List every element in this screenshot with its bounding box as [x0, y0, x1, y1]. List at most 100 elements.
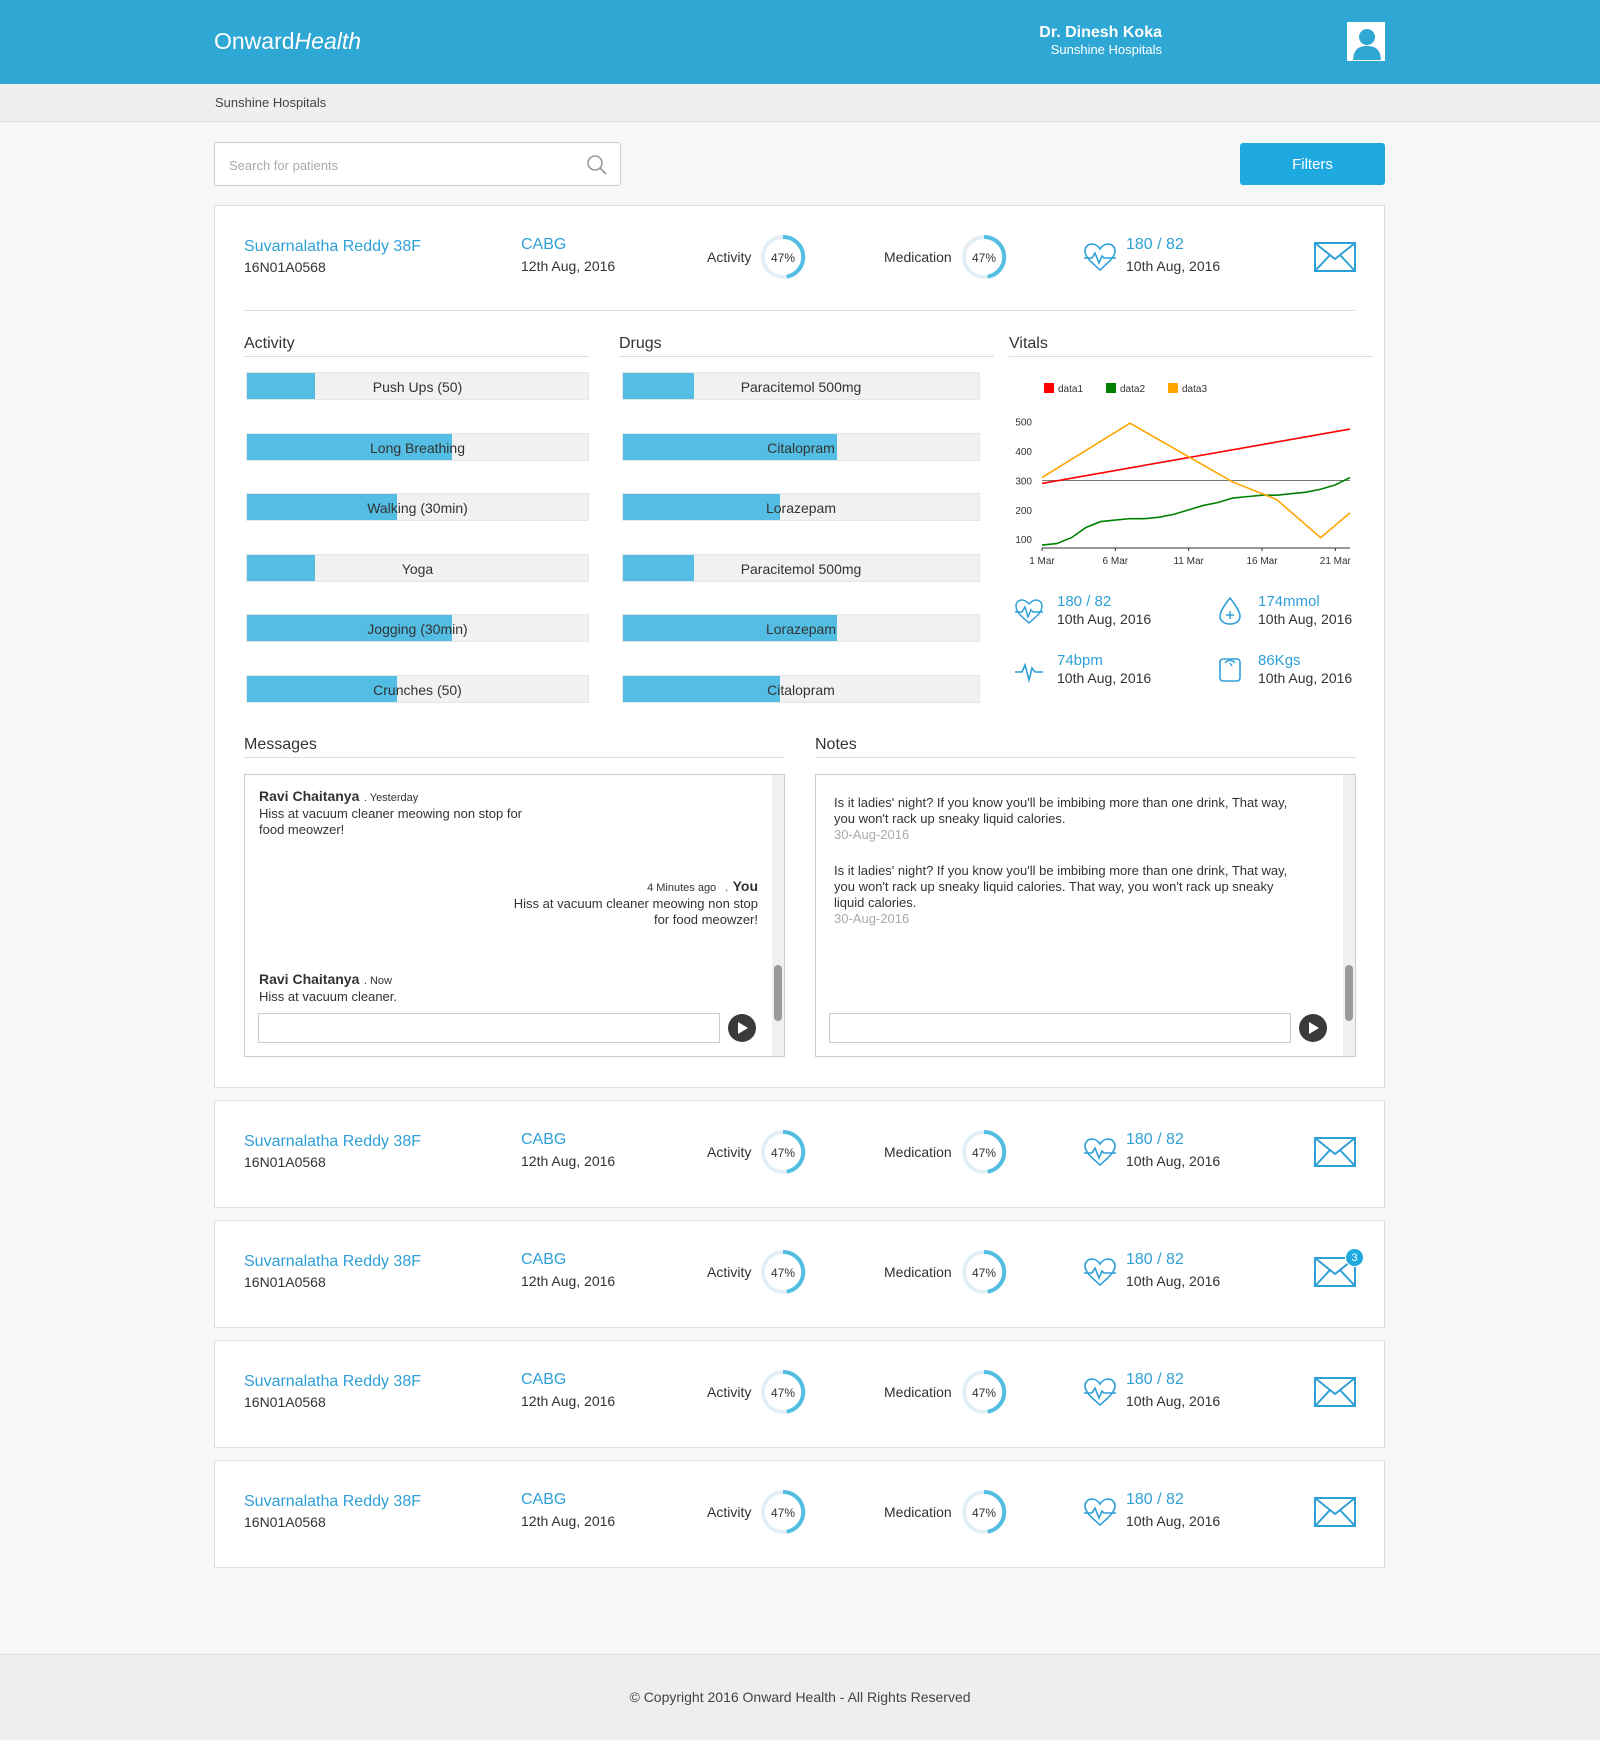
- activity-progress-bar[interactable]: Walking (30min): [246, 493, 589, 521]
- message-item: Ravi Chaitanya . Now Hiss at vacuum clea…: [259, 971, 559, 1005]
- legend-swatch: [1044, 383, 1054, 393]
- patient-row[interactable]: Suvarnalatha Reddy 38F 16N01A0568 CABG 1…: [215, 1221, 1386, 1325]
- drug-progress-bar[interactable]: Lorazepam: [622, 493, 980, 521]
- activity-progress-bar[interactable]: Long Breathing: [246, 432, 589, 461]
- mail-icon[interactable]: [1314, 1497, 1356, 1527]
- pulse-icon: [1015, 662, 1043, 684]
- copyright-text: © Copyright 2016 Onward Health - All Rig…: [629, 1689, 971, 1705]
- activity-progress-bar[interactable]: Jogging (30min): [246, 614, 589, 642]
- vitals-section-title: Vitals: [1009, 335, 1048, 352]
- activity-progress-fill: [247, 554, 315, 581]
- search-input[interactable]: [229, 155, 569, 175]
- scrollbar[interactable]: [1343, 775, 1355, 1056]
- procedure-name[interactable]: CABG: [521, 1251, 567, 1268]
- card-divider: [244, 310, 1355, 311]
- y-tick-label: 200: [1015, 506, 1032, 517]
- mail-icon[interactable]: [1314, 1137, 1356, 1167]
- breadcrumb[interactable]: Sunshine Hospitals: [215, 95, 327, 110]
- procedure-name[interactable]: CABG: [521, 1131, 567, 1148]
- activity-label: Crunches (50): [373, 681, 462, 698]
- activity-progress-bar[interactable]: Yoga: [246, 553, 589, 582]
- section-divider: [244, 757, 784, 758]
- section-divider: [815, 757, 1356, 758]
- mail-icon[interactable]: [1314, 242, 1356, 272]
- activity-progress-fill: [247, 615, 452, 641]
- scroll-thumb[interactable]: [1345, 965, 1353, 1021]
- y-tick-label: 400: [1015, 447, 1032, 458]
- filters-button[interactable]: Filters: [1240, 143, 1385, 185]
- avatar[interactable]: [1347, 22, 1385, 61]
- messages-panel[interactable]: Ravi Chaitanya . Yesterday Hiss at vacuu…: [244, 774, 785, 1057]
- series-line-data2: [1041, 476, 1351, 546]
- breadcrumb-bar: Sunshine Hospitals: [0, 84, 1600, 122]
- note-input[interactable]: [829, 1013, 1291, 1043]
- y-tick-label: 300: [1015, 476, 1032, 487]
- patient-row[interactable]: Suvarnalatha Reddy 38F 16N01A0568 CABG 1…: [215, 1341, 1386, 1445]
- legend-label: data1: [1058, 384, 1083, 395]
- user-silhouette-icon: [1348, 23, 1384, 60]
- drug-label: Citalopram: [767, 681, 835, 698]
- procedure-name[interactable]: CABG: [521, 236, 567, 253]
- patient-name[interactable]: Suvarnalatha Reddy 38F: [244, 1493, 421, 1510]
- user-info[interactable]: Dr. Dinesh Koka Sunshine Hospitals: [1039, 24, 1162, 58]
- drug-progress-bar[interactable]: Citalopram: [622, 432, 980, 461]
- note-text: Is it ladies' night? If you know you'll …: [834, 795, 1288, 810]
- activity-progress-ring: 47%: [761, 1489, 806, 1534]
- activity-progress-bar[interactable]: Push Ups (50): [246, 372, 589, 400]
- x-tick-label: 16 Mar: [1246, 556, 1278, 567]
- patient-name[interactable]: Suvarnalatha Reddy 38F: [244, 1133, 421, 1150]
- y-tick-label: 500: [1015, 418, 1032, 429]
- activity-label: Activity: [707, 1144, 752, 1160]
- activity-label: Jogging (30min): [367, 621, 468, 637]
- patient-name[interactable]: Suvarnalatha Reddy 38F: [244, 1373, 421, 1390]
- drug-progress-bar[interactable]: Paracitemol 500mg: [622, 553, 980, 582]
- note-text: Is it ladies' night? If you know you'll …: [834, 863, 1288, 878]
- heart-pulse-icon: [1015, 599, 1043, 624]
- patient-card[interactable]: Suvarnalatha Reddy 38F 16N01A0568 CABG 1…: [214, 1460, 1385, 1568]
- legend-swatch: [1106, 383, 1116, 393]
- activity-section-title: Activity: [244, 335, 295, 352]
- search-icon[interactable]: [586, 154, 608, 176]
- procedure-name[interactable]: CABG: [521, 1491, 567, 1508]
- patient-row[interactable]: Suvarnalatha Reddy 38F 16N01A0568 CABG 1…: [215, 206, 1386, 310]
- unread-badge: 3: [1345, 1248, 1364, 1267]
- bp-value: 180 / 82: [1126, 236, 1184, 253]
- activity-label: Yoga: [401, 560, 434, 577]
- send-icon[interactable]: [727, 1013, 757, 1043]
- scroll-thumb[interactable]: [774, 965, 782, 1021]
- procedure-date: 12th Aug, 2016: [521, 1273, 616, 1289]
- legend-label: data3: [1182, 384, 1207, 395]
- procedure-date: 12th Aug, 2016: [521, 1513, 616, 1529]
- patient-name[interactable]: Suvarnalatha Reddy 38F: [244, 1253, 421, 1270]
- patient-row[interactable]: Suvarnalatha Reddy 38F 16N01A0568 CABG 1…: [215, 1101, 1386, 1205]
- medication-percent: 47%: [972, 1146, 996, 1160]
- messages-section-title: Messages: [244, 736, 317, 753]
- x-tick-label: 1 Mar: [1029, 556, 1055, 567]
- notes-panel[interactable]: Is it ladies' night? If you know you'll …: [815, 774, 1356, 1057]
- drug-progress-bar[interactable]: Lorazepam: [622, 614, 980, 642]
- legend-swatch: [1168, 383, 1178, 393]
- drug-progress-bar[interactable]: Paracitemol 500mg: [622, 372, 980, 400]
- patient-card[interactable]: Suvarnalatha Reddy 38F 16N01A0568 CABG 1…: [214, 1100, 1385, 1208]
- patient-name[interactable]: Suvarnalatha Reddy 38F: [244, 238, 421, 255]
- mail-icon[interactable]: [1314, 1377, 1356, 1407]
- activity-label: Walking (30min): [367, 500, 468, 516]
- drop-icon: [1219, 596, 1241, 625]
- message-sender: Ravi Chaitanya: [259, 971, 360, 987]
- patient-card[interactable]: Suvarnalatha Reddy 38F 16N01A0568 CABG 1…: [214, 1220, 1385, 1328]
- procedure-name[interactable]: CABG: [521, 1371, 567, 1388]
- message-input[interactable]: [258, 1013, 720, 1043]
- activity-progress-bar[interactable]: Crunches (50): [246, 674, 589, 703]
- medication-progress-ring: 47%: [962, 1489, 1007, 1534]
- medication-progress-ring: 47%: [962, 1369, 1007, 1414]
- drug-progress-bar[interactable]: Citalopram: [622, 674, 980, 703]
- patient-row[interactable]: Suvarnalatha Reddy 38F 16N01A0568 CABG 1…: [215, 1461, 1386, 1565]
- notes-section-title: Notes: [815, 736, 857, 753]
- note-item: Is it ladies' night? If you know you'll …: [834, 795, 1334, 843]
- patient-card[interactable]: Suvarnalatha Reddy 38F 16N01A0568 CABG 1…: [214, 1340, 1385, 1448]
- scrollbar[interactable]: [772, 775, 784, 1056]
- procedure-date: 12th Aug, 2016: [521, 1153, 616, 1169]
- note-item: Is it ladies' night? If you know you'll …: [834, 863, 1334, 927]
- app-logo[interactable]: OnwardHealth: [214, 28, 361, 55]
- send-icon[interactable]: [1298, 1013, 1328, 1043]
